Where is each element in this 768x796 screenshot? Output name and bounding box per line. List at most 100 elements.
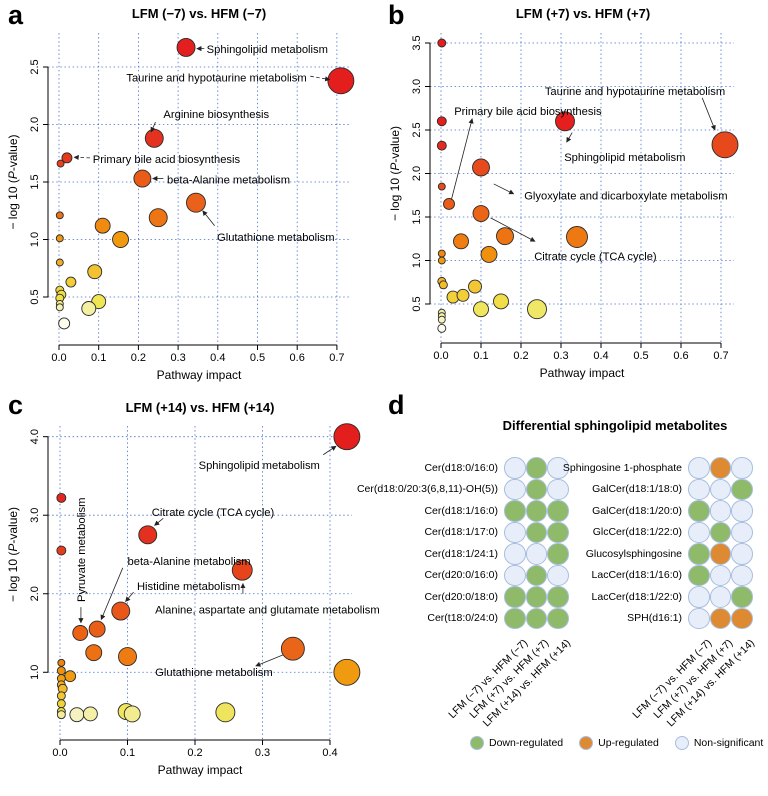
metabolite-row: Cer(d20:0/16:0) bbox=[348, 564, 569, 586]
scatter-point bbox=[111, 601, 131, 621]
metabolite-row: Cer(d18:1/17:0) bbox=[348, 521, 569, 543]
scatter-point bbox=[56, 159, 65, 168]
metabolite-row: LacCer(d18:1/16:0) bbox=[532, 564, 753, 586]
annotation-arrow bbox=[310, 75, 331, 82]
status-dot-down bbox=[504, 586, 526, 608]
legend-item-ns: Non-significant bbox=[674, 736, 764, 750]
legend-label-down: Down-regulated bbox=[489, 737, 564, 749]
annotation-label: Glutathione metabolism bbox=[155, 667, 273, 679]
y-tick-label: 2.5 bbox=[411, 122, 423, 137]
y-axis-label: − log 10 (P-value) bbox=[388, 126, 402, 221]
x-axis-label: Pathway impact bbox=[158, 763, 243, 777]
metabolite-row: SPH(d16:1) bbox=[532, 607, 753, 629]
scatter-point bbox=[148, 208, 168, 228]
scatter-point bbox=[55, 211, 64, 220]
scatter-point bbox=[456, 288, 470, 302]
x-tick-label: 0.5 bbox=[633, 350, 648, 362]
status-dot-down bbox=[688, 500, 710, 522]
panel-c-plot: 0.0 0.1 0.2 0.3 0.4 1.0 2.0 3.0 4.0 Pathway impac… bbox=[6, 423, 380, 777]
status-dot-down bbox=[525, 607, 547, 629]
annotation-label: Sphingolipid metabolism bbox=[564, 152, 685, 164]
y-axis-label: − log 10 (P-value) bbox=[6, 134, 20, 229]
status-dot-down bbox=[525, 564, 547, 586]
panel-d-title: Differential sphingolipid metabolites bbox=[502, 418, 728, 433]
annotation-arrow bbox=[202, 210, 215, 226]
scatter-point bbox=[333, 658, 361, 686]
metabolite-label: Cer(t18:0/24:0) bbox=[427, 612, 498, 625]
metabolite-row: Cer(d20:0/18:0) bbox=[348, 586, 569, 608]
annotation-label: Glutathione metabolism bbox=[217, 232, 335, 244]
scatter-point bbox=[453, 233, 469, 250]
annotation-label: Sphingolipid metabolism bbox=[199, 460, 320, 472]
scatter-point bbox=[56, 545, 67, 556]
annotation-label: Taurine and hypotaurine metabolism bbox=[126, 72, 306, 84]
scatter-point bbox=[112, 231, 129, 248]
scatter-point bbox=[468, 279, 482, 294]
scatter-point bbox=[436, 140, 447, 151]
scatter-point bbox=[555, 111, 575, 132]
annotation-label: Histidine metabolism bbox=[137, 581, 240, 593]
scatter-point bbox=[711, 131, 739, 159]
x-tick-label: 0.5 bbox=[250, 352, 265, 364]
status-dot-down bbox=[709, 521, 731, 543]
annotation-arrow bbox=[255, 654, 283, 667]
scatter-point bbox=[55, 303, 64, 312]
scatter-point bbox=[231, 559, 253, 581]
scatter-point bbox=[56, 492, 67, 503]
status-dot-ns bbox=[731, 543, 753, 565]
scatter-point bbox=[443, 197, 455, 210]
scatter-point bbox=[123, 705, 141, 723]
annotation-arrow bbox=[323, 445, 337, 456]
status-dot-ns bbox=[709, 478, 731, 500]
x-axis-label: Pathway impact bbox=[540, 366, 625, 380]
status-dot-ns bbox=[504, 564, 526, 586]
scatter-point bbox=[473, 301, 489, 318]
scatter-point bbox=[56, 710, 66, 720]
x-tick-label: 0.4 bbox=[322, 747, 337, 759]
annotation-label: Primary bile acid biosynthesis bbox=[454, 106, 602, 118]
annotation-arrow bbox=[493, 183, 515, 195]
scatter-point bbox=[133, 169, 152, 188]
status-dot-down bbox=[731, 586, 753, 608]
annotation-label: Citrate cycle (TCA cycle) bbox=[152, 507, 275, 519]
status-dot-ns bbox=[709, 500, 731, 522]
scatter-point bbox=[61, 152, 73, 164]
down-regulated-dot-icon bbox=[470, 736, 484, 750]
metabolite-row: Glucosylsphingosine bbox=[532, 543, 753, 565]
status-dot-up bbox=[709, 543, 731, 565]
legend-label-ns: Non-significant bbox=[693, 737, 764, 749]
status-dot-down bbox=[504, 607, 526, 629]
metabolite-row: Sphingosine 1-phosphate bbox=[532, 457, 753, 479]
scatter-point bbox=[118, 647, 137, 667]
x-tick-label: 0.0 bbox=[51, 352, 66, 364]
x-tick-label: 0.6 bbox=[673, 350, 688, 362]
panel-a-title: LFM (−7) vs. HFM (−7) bbox=[131, 6, 267, 21]
legend-label-up: Up-regulated bbox=[598, 737, 659, 749]
panel-b-plot: 0.0 0.1 0.2 0.3 0.4 0.5 0.6 0.7 0.5 1.0 1.5 2.0 2.5 3… bbox=[388, 33, 739, 380]
status-dot-down bbox=[547, 586, 569, 608]
metabolite-row: Cer(d18:1/24:1) bbox=[348, 543, 569, 565]
scatter-point bbox=[64, 670, 77, 683]
y-tick-label: 1.0 bbox=[29, 665, 41, 680]
status-dot-ns bbox=[547, 478, 569, 500]
status-dot-up bbox=[709, 457, 731, 479]
metabolite-row: LacCer(d18:1/22:0) bbox=[532, 586, 753, 608]
panel-b-letter: b bbox=[388, 0, 405, 30]
x-tick-label: 0.3 bbox=[255, 747, 270, 759]
scatter-point bbox=[437, 323, 447, 333]
status-dot-ns bbox=[504, 521, 526, 543]
annotation-arrow bbox=[125, 591, 134, 602]
scatter-point bbox=[496, 227, 514, 246]
x-tick-label: 0.2 bbox=[187, 747, 202, 759]
x-tick-label: 0.0 bbox=[52, 747, 67, 759]
metabolite-label: LacCer(d18:1/16:0) bbox=[591, 569, 682, 582]
panel-d-letter: d bbox=[388, 390, 405, 420]
scatter-point bbox=[65, 276, 77, 288]
status-dot-down bbox=[525, 521, 547, 543]
status-dot-ns bbox=[504, 478, 526, 500]
annotation-arrow bbox=[490, 217, 536, 242]
scatter-point bbox=[55, 234, 64, 243]
status-dot-ns bbox=[504, 457, 526, 479]
panel-c-title: LFM (+14) vs. HFM (+14) bbox=[125, 400, 275, 415]
y-tick-label: 3.5 bbox=[411, 35, 423, 50]
